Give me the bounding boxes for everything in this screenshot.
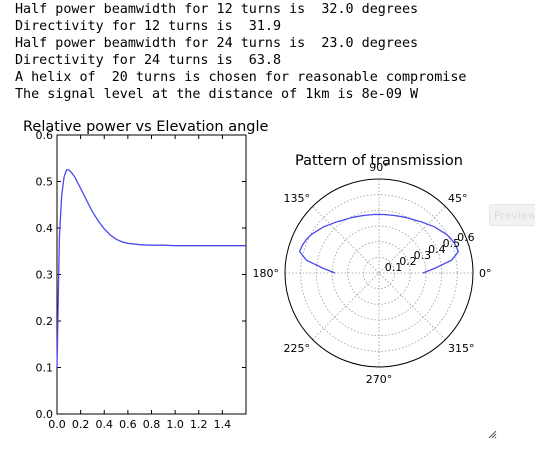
output-line: A helix of 20 turns is chosen for reason… [15,70,467,86]
radial-tick-label: 0.4 [428,243,446,256]
x-tick-label: 1.0 [166,418,184,431]
polar-frame [284,178,474,368]
x-tick-label: 0.2 [72,418,90,431]
x-tick-label: 0.8 [143,418,161,431]
y-tick-label: 0.6 [36,129,54,142]
line-chart-frame [56,134,247,415]
angle-tick-label: 0° [479,267,492,280]
x-tick-label: 1.4 [214,418,232,431]
radial-tick-label: 0.3 [414,249,432,262]
line-series [56,169,246,368]
x-tick-label: 0.6 [119,418,137,431]
radial-tick-label: 0.6 [457,231,475,244]
polar-grid-circle [315,209,443,337]
angle-tick-label: 135° [284,192,311,205]
angle-tick-label: 180° [253,267,280,280]
radial-tick-label: 0.1 [385,261,403,274]
output-line: Directivity for 12 turns is 31.9 [15,19,282,35]
y-tick-label: 0.3 [36,269,54,282]
x-tick-label: 1.2 [190,418,208,431]
polar-grid-circle [347,241,411,305]
angle-tick-label: 225° [284,342,311,355]
y-tick-label: 0.5 [36,176,54,189]
x-tick-label: 0.4 [96,418,114,431]
output-line: Half power beamwidth for 24 turns is 23.… [15,36,419,52]
y-tick-label: 0.4 [36,222,54,235]
radial-tick-label: 0.5 [443,237,461,250]
output-line: Half power beamwidth for 12 turns is 32.… [15,2,419,17]
polar-chart-title: Pattern of transmission [295,153,463,169]
angle-tick-label: 90° [369,161,389,174]
radial-tick-label: 0.2 [399,255,417,268]
output-line: The signal level at the distance of 1km … [15,87,419,103]
resize-grip-icon[interactable] [485,427,497,439]
polar-series [298,213,460,274]
line-chart-title: Relative power vs Elevation angle [23,119,269,135]
preview-tab[interactable]: Preview [489,204,535,226]
angle-tick-label: 270° [366,373,393,386]
x-tick-label: 0.0 [48,418,66,431]
angle-tick-label: 45° [448,192,468,205]
y-tick-label: 0.0 [36,408,54,421]
y-tick-label: 0.2 [36,315,54,328]
output-line: Directivity for 24 turns is 63.8 [15,53,282,69]
angle-tick-label: 315° [448,342,475,355]
console-output: Half power beamwidth for 12 turns is 32.… [15,1,466,104]
y-tick-label: 0.1 [36,362,54,375]
